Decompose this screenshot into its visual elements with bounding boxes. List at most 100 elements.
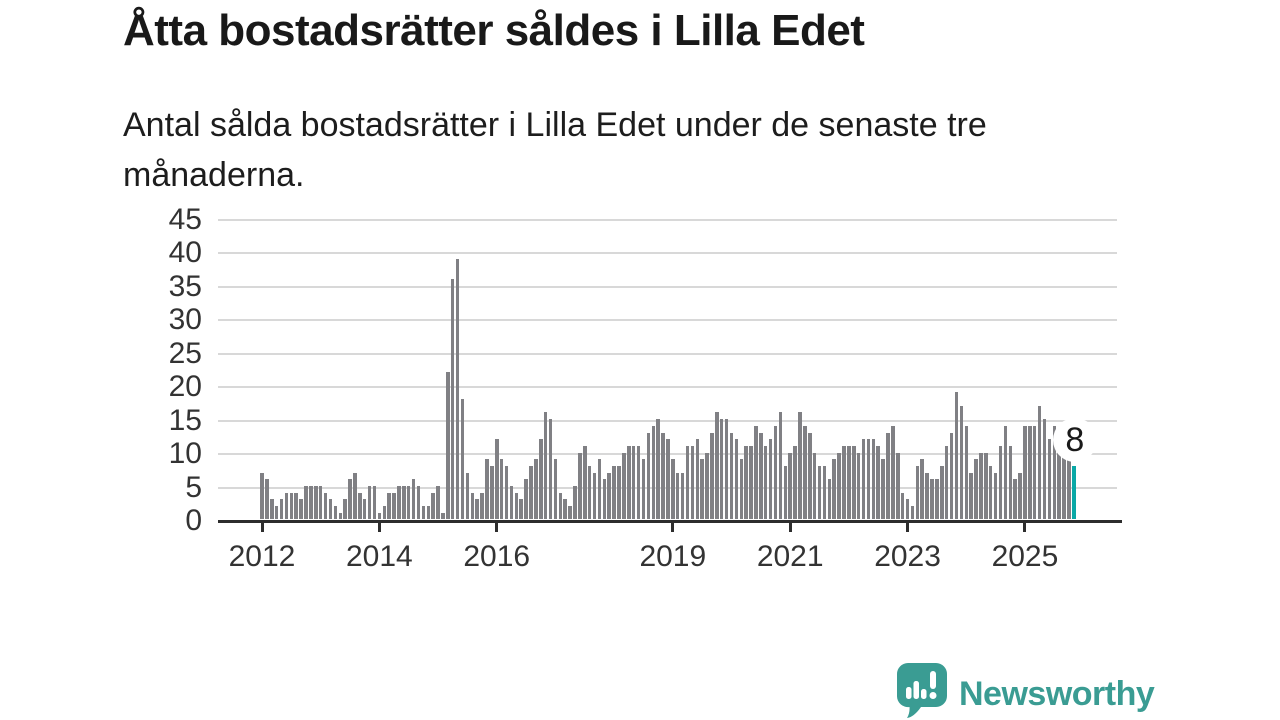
bar	[812, 452, 817, 520]
bar	[323, 492, 328, 520]
bar	[367, 486, 372, 520]
bar	[675, 472, 680, 520]
y-axis-tick-label: 0	[185, 504, 202, 537]
bar	[328, 499, 333, 520]
bar	[573, 486, 577, 520]
bar	[406, 486, 411, 520]
bar	[715, 412, 719, 520]
bar	[759, 432, 763, 520]
bar	[597, 459, 602, 520]
bar	[763, 445, 768, 520]
bar	[861, 439, 866, 520]
bar	[499, 459, 504, 520]
bar	[788, 452, 792, 520]
bar	[783, 465, 788, 520]
bar	[891, 425, 895, 520]
bar	[1057, 432, 1061, 520]
bar	[974, 459, 978, 520]
bar	[284, 492, 289, 520]
bar	[876, 445, 880, 520]
gridline	[218, 285, 1117, 288]
y-axis-tick-label: 30	[168, 303, 202, 337]
bar	[852, 445, 856, 520]
gridline	[218, 352, 1117, 355]
bar	[411, 479, 416, 520]
gridline	[218, 218, 1117, 221]
newsworthy-speech-bubble-chart-icon	[896, 663, 947, 720]
bar	[1003, 425, 1008, 520]
bar	[969, 472, 973, 520]
bar	[856, 452, 861, 520]
page-subtitle: Antal sålda bostadsrätter i Lilla Edet u…	[123, 106, 987, 194]
bar	[1028, 425, 1032, 520]
bar	[680, 472, 685, 520]
bar	[543, 412, 548, 520]
bar	[739, 459, 744, 520]
bar	[455, 258, 460, 520]
bar	[348, 479, 352, 520]
bar	[1052, 425, 1057, 520]
y-axis-tick-label: 15	[168, 403, 202, 437]
x-axis-tick	[377, 522, 381, 532]
bar	[592, 472, 597, 520]
bar	[480, 492, 484, 520]
x-axis-tick	[671, 522, 675, 532]
bar	[749, 445, 753, 520]
value-callout-label: 8	[1065, 420, 1085, 459]
bar	[436, 486, 440, 520]
bar	[925, 472, 929, 520]
bar	[450, 278, 455, 520]
bar	[754, 425, 758, 520]
bar	[837, 452, 841, 520]
bar	[666, 439, 670, 520]
bar	[495, 439, 499, 520]
bar	[1013, 479, 1017, 520]
x-axis-line	[218, 519, 1122, 523]
bar	[475, 499, 479, 520]
bar	[988, 465, 993, 520]
x-axis-tick	[1023, 522, 1027, 532]
bar	[798, 412, 802, 520]
bar	[636, 445, 641, 520]
bar	[563, 499, 567, 520]
bar	[294, 492, 298, 520]
bar	[362, 499, 367, 520]
bar	[333, 506, 338, 520]
bar	[710, 432, 714, 520]
bar	[524, 479, 528, 520]
bar	[734, 439, 739, 520]
bar	[260, 472, 264, 520]
bar	[646, 432, 651, 520]
bar	[617, 465, 621, 520]
bar	[773, 425, 778, 520]
bar	[842, 445, 846, 520]
bar	[1023, 425, 1027, 520]
bar	[529, 465, 533, 520]
bar	[886, 432, 890, 520]
bar	[651, 425, 655, 520]
bar-chart: 0 5 10 15 20 25 30 35 40 45 2012 2014 2016 2019 2021 20…	[168, 204, 1122, 573]
bar	[1037, 405, 1042, 520]
bar	[578, 452, 582, 520]
bar	[910, 506, 915, 520]
bar	[274, 506, 279, 520]
gridline	[218, 386, 1117, 389]
bar	[539, 439, 543, 520]
x-axis-tick-label: 2023	[874, 540, 941, 573]
newsworthy-logo[interactable]: Newsworthy	[896, 663, 1155, 720]
bar	[998, 445, 1003, 520]
x-axis-tick	[495, 522, 499, 532]
bar	[402, 486, 406, 520]
bar	[392, 492, 396, 520]
bar	[583, 445, 587, 520]
bar	[1018, 472, 1022, 520]
x-axis-tick-label: 2014	[346, 540, 413, 573]
bar	[661, 432, 665, 520]
x-axis-tick-label: 2016	[463, 540, 531, 573]
bar	[896, 452, 900, 520]
y-axis-tick-label: 35	[168, 269, 202, 303]
bar	[309, 486, 313, 520]
gridline	[218, 419, 1117, 422]
bar	[289, 492, 294, 520]
bar	[793, 445, 797, 520]
